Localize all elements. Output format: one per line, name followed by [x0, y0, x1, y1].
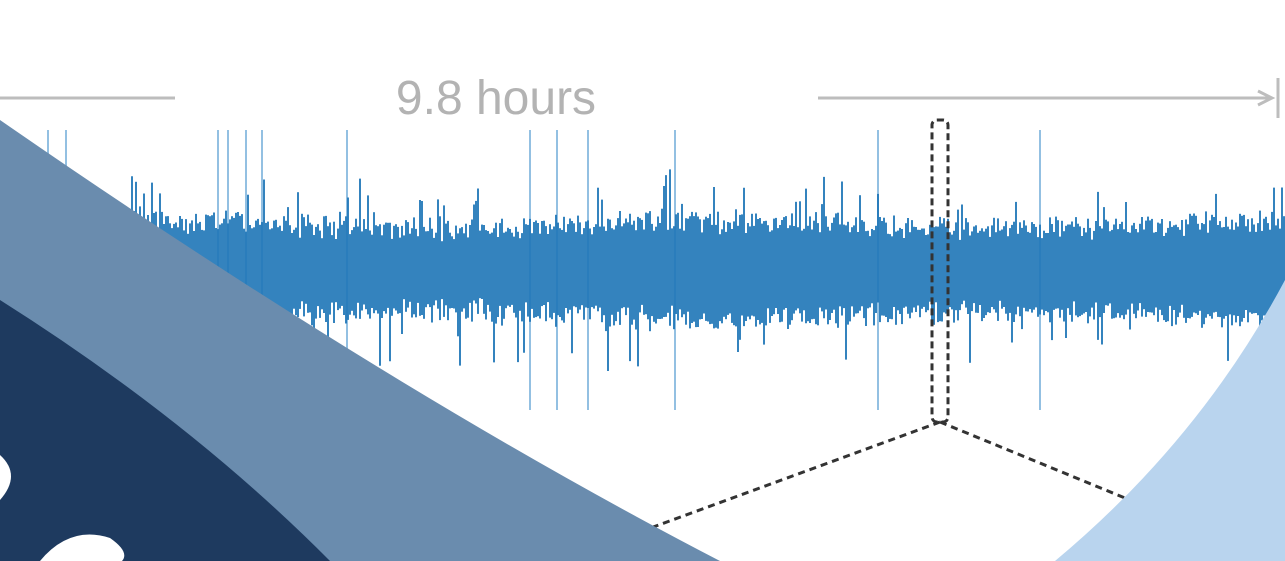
- decorative-white-curve-bottom: [40, 534, 125, 561]
- decorative-light-blue-shape: [1055, 280, 1285, 561]
- duration-label: 9.8 hours: [396, 72, 596, 125]
- decorative-white-curve-left: [0, 455, 11, 500]
- zoom-line-right: [939, 420, 1126, 500]
- arrowhead-icon: [1257, 89, 1276, 107]
- decorative-dark-navy-shape: [0, 300, 330, 561]
- selected-segment-box: [930, 118, 950, 424]
- duration-arrow: [0, 78, 1280, 118]
- zoom-line-left: [644, 420, 941, 532]
